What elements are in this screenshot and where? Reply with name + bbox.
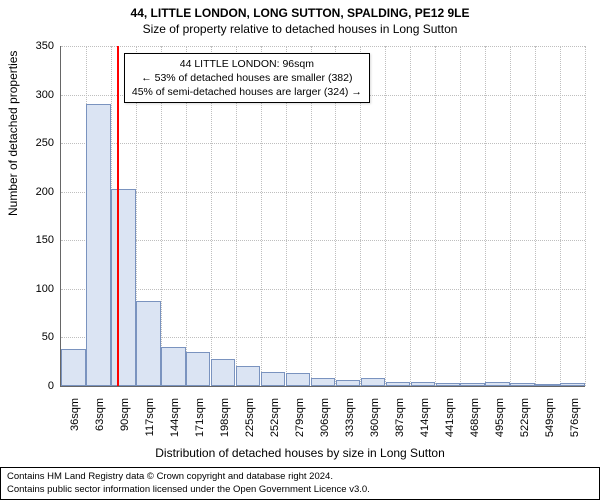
gridline-v [535,46,536,386]
xtick-label: 522sqm [519,398,531,458]
xtick-label: 468sqm [469,398,481,458]
xtick-label: 360sqm [369,398,381,458]
histogram-bar [61,349,85,386]
ytick-label: 0 [14,380,54,392]
histogram-bar [261,372,285,386]
gridline-v [510,46,511,386]
gridline-v [485,46,486,386]
histogram-bar [411,382,435,386]
histogram-bar [111,189,135,386]
xtick-label: 414sqm [419,398,431,458]
histogram-bar [186,352,210,386]
annotation-line: ← 53% of detached houses are smaller (38… [132,71,362,85]
histogram-bar [211,359,235,386]
page-subtitle: Size of property relative to detached ho… [0,20,600,36]
histogram-bar [311,378,335,386]
ytick-label: 100 [14,283,54,295]
xtick-label: 576sqm [569,398,581,458]
xtick-label: 90sqm [119,398,131,458]
footer-line-1: Contains HM Land Registry data © Crown c… [7,471,593,483]
xtick-label: 117sqm [144,398,156,458]
gridline-h [61,46,585,47]
ytick-label: 250 [14,137,54,149]
ytick-label: 350 [14,40,54,52]
ytick-label: 150 [14,234,54,246]
ytick-label: 50 [14,331,54,343]
xtick-label: 252sqm [269,398,281,458]
gridline-v [385,46,386,386]
gridline-h [61,192,585,193]
xtick-label: 549sqm [544,398,556,458]
attribution-footer: Contains HM Land Registry data © Crown c… [0,467,600,500]
xtick-label: 306sqm [319,398,331,458]
xtick-label: 495sqm [494,398,506,458]
property-marker-line [117,46,119,386]
gridline-h [61,240,585,241]
gridline-h [61,289,585,290]
xtick-label: 387sqm [394,398,406,458]
xtick-label: 63sqm [94,398,106,458]
xtick-label: 198sqm [219,398,231,458]
histogram-bar [136,301,160,386]
gridline-h [61,143,585,144]
histogram-bar [161,347,185,386]
gridline-v [435,46,436,386]
histogram-bar [560,383,584,386]
xtick-label: 225sqm [244,398,256,458]
histogram-bar [86,104,110,386]
ytick-label: 200 [14,186,54,198]
histogram-bar [336,380,360,386]
histogram-bar [485,382,509,386]
histogram-bar [510,383,534,386]
histogram-bar [236,366,260,386]
chart-container: Number of detached properties 44 LITTLE … [0,38,600,468]
ytick-label: 300 [14,89,54,101]
xtick-label: 144sqm [169,398,181,458]
annotation-callout: 44 LITTLE LONDON: 96sqm← 53% of detached… [124,53,370,104]
histogram-bar [460,383,484,386]
page-title-address: 44, LITTLE LONDON, LONG SUTTON, SPALDING… [0,0,600,20]
histogram-bar [386,382,410,386]
annotation-line: 44 LITTLE LONDON: 96sqm [132,57,362,71]
xtick-label: 333sqm [344,398,356,458]
histogram-bar [286,373,310,386]
gridline-v [560,46,561,386]
xtick-label: 171sqm [194,398,206,458]
histogram-bar [361,378,385,386]
xtick-label: 441sqm [444,398,456,458]
gridline-v [585,46,586,386]
xtick-label: 279sqm [294,398,306,458]
plot-area: 44 LITTLE LONDON: 96sqm← 53% of detached… [60,46,585,387]
annotation-line: 45% of semi-detached houses are larger (… [132,85,362,99]
footer-line-2: Contains public sector information licen… [7,484,593,496]
histogram-bar [436,383,460,386]
gridline-v [410,46,411,386]
gridline-v [460,46,461,386]
xtick-label: 36sqm [69,398,81,458]
histogram-bar [535,384,559,386]
